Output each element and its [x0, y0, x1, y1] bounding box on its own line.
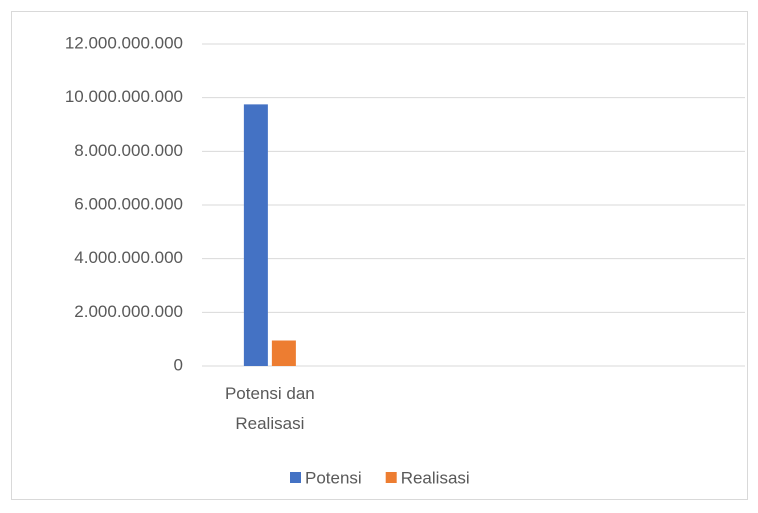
y-tick-label: 2.000.000.000	[74, 302, 183, 321]
y-tick-label: 0	[174, 355, 183, 374]
y-tick-label: 6.000.000.000	[74, 194, 183, 213]
chart-frame	[11, 11, 748, 500]
y-tick-label: 4.000.000.000	[74, 248, 183, 267]
y-tick-label: 8.000.000.000	[74, 141, 183, 160]
bar	[271, 340, 296, 366]
legend-swatch	[290, 472, 301, 483]
bar	[243, 104, 268, 366]
legend-label: Realisasi	[401, 468, 470, 487]
legend-swatch	[385, 472, 397, 483]
x-tick-label: Potensi dan Realisasi	[224, 384, 315, 433]
y-tick-label: 12.000.000.000	[65, 33, 183, 52]
legend-label: Potensi	[305, 468, 362, 487]
y-tick-label: 10.000.000.000	[65, 87, 183, 106]
